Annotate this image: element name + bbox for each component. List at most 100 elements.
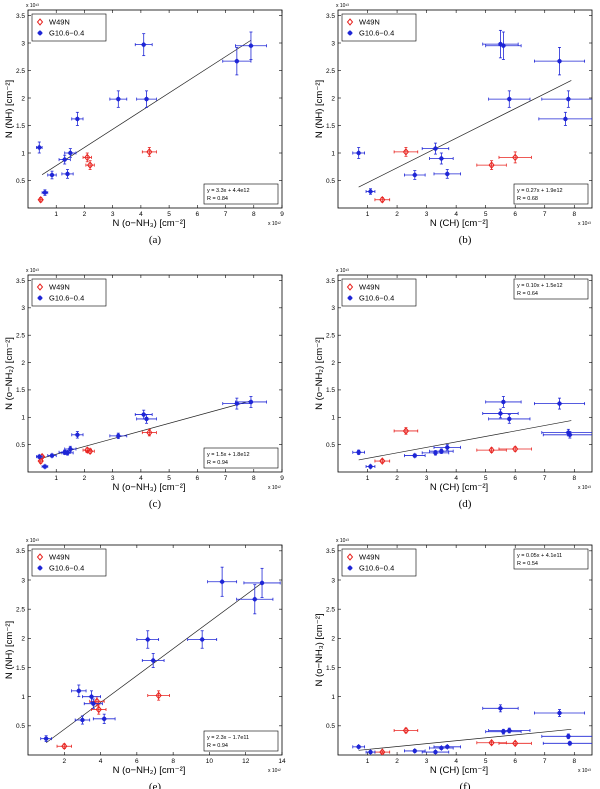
- data-point: [556, 400, 563, 407]
- data-point: [565, 96, 572, 102]
- y-tick-label: 2.5: [326, 606, 335, 613]
- x-tick-label: 4: [139, 475, 143, 482]
- y-tick-label: 3.5: [326, 13, 335, 20]
- series-g106: [36, 31, 267, 196]
- y-tick-label: 2.5: [326, 68, 335, 75]
- legend-label-w49n: W49N: [359, 553, 380, 562]
- fit-annotation-box: [513, 183, 589, 205]
- data-point: [367, 188, 374, 195]
- y-tick-label: 3.5: [16, 278, 25, 285]
- x-tick-label: 4: [139, 211, 143, 218]
- panel-c: 1 2 3 4 5 6 7 8 9 0.5 1 1.5 2 2.5 3 3.5x 10¹³ x 10¹² N (o…: [4, 268, 284, 510]
- data-point: [432, 145, 439, 152]
- x-exponent: x 10¹³: [578, 485, 591, 491]
- legend-marker-w49n: [346, 283, 354, 291]
- data-point: [143, 416, 150, 422]
- x-tick-label: 12: [242, 758, 250, 765]
- data-point: [506, 727, 513, 734]
- legend-label-g106: G10.6−0.4: [49, 29, 84, 38]
- x-tick-label: 4: [99, 758, 103, 765]
- x-tick-label: 2: [395, 211, 399, 218]
- y-tick-label: 2.5: [326, 332, 335, 339]
- x-tick-label: 1: [54, 475, 58, 482]
- data-point: [488, 161, 495, 169]
- y-tick-label: 3: [21, 40, 25, 47]
- data-point: [402, 427, 410, 435]
- data-point: [95, 705, 102, 714]
- x-tick-label: 1: [366, 758, 370, 765]
- fit-line: [358, 420, 572, 461]
- legend-label-g106: G10.6−0.4: [359, 294, 394, 303]
- legend-label-g106: G10.6−0.4: [49, 294, 84, 303]
- legend: W49N G10.6−0.4: [341, 278, 417, 307]
- x-tick-label: 6: [196, 475, 200, 482]
- data-point: [101, 716, 107, 722]
- x-tick-label: 8: [572, 211, 576, 218]
- x-tick-label: 8: [572, 758, 576, 765]
- data-point: [251, 596, 258, 603]
- y-tick-label: 1.5: [326, 387, 335, 394]
- legend-marker-g106: [347, 295, 353, 301]
- x-tick-label: 3: [111, 211, 115, 218]
- fit-annotation: y = 0.05x + 4.1e11 R = 0.54: [513, 548, 589, 570]
- data-point: [248, 399, 254, 405]
- data-point: [86, 447, 94, 455]
- data-point: [488, 446, 495, 454]
- data-point: [36, 144, 43, 151]
- legend-marker-w49n: [36, 553, 44, 561]
- series-w49n: [374, 427, 532, 465]
- x-tick-label: 9: [280, 211, 284, 218]
- y-exponent: x 10¹³: [336, 268, 349, 274]
- y-tick-label: 3: [21, 305, 25, 312]
- x-tick-label: 2: [62, 758, 66, 765]
- y-tick-label: 0.5: [326, 178, 335, 185]
- x-axis-label: N (CH) [cm⁻²]: [430, 218, 488, 229]
- data-point: [500, 399, 507, 405]
- data-point: [438, 448, 445, 455]
- data-layer: [352, 29, 592, 204]
- data-point: [115, 433, 122, 439]
- y-axis-label: N (NH) [cm⁻²]: [4, 80, 15, 138]
- panel-caption: (f): [460, 781, 471, 789]
- data-point: [488, 738, 495, 747]
- data-point: [432, 749, 439, 755]
- panel-a: 1 2 3 4 5 6 7 8 9 0.5 1 1.5 2 2.5 3 3.5x 10¹³ x 10¹² N (o…: [4, 3, 284, 246]
- series-w49n: [37, 147, 157, 204]
- x-tick-label: 4: [454, 475, 458, 482]
- fit-annotation: y = 2.3x − 1.7e11 R = 0.94: [203, 730, 279, 752]
- fit-annotation: y = 1.5x + 1.8e12 R = 0.94: [203, 447, 279, 469]
- y-exponent: x 10¹³: [336, 3, 349, 9]
- data-point: [144, 636, 151, 643]
- legend-box: [31, 548, 107, 577]
- fit-annotation-box: [203, 730, 279, 752]
- y-tick-label: 3.5: [16, 548, 25, 555]
- fit-equation: y = 2.3x − 1.7e11: [207, 735, 249, 741]
- fit-equation: y = 3.3x + 4.4e12: [207, 188, 250, 194]
- legend-marker-w49n: [346, 553, 354, 561]
- data-point: [146, 148, 153, 156]
- legend-label-w49n: W49N: [49, 283, 70, 292]
- x-tick-label: 8: [252, 211, 256, 218]
- series-g106: [36, 396, 267, 470]
- legend-label-w49n: W49N: [359, 18, 380, 27]
- data-point: [444, 444, 451, 451]
- data-point: [84, 153, 91, 162]
- data-point: [199, 636, 205, 643]
- legend-marker-g106: [347, 565, 353, 571]
- x-tick-label: 3: [111, 475, 115, 482]
- legend-box: [31, 13, 107, 42]
- data-point: [146, 428, 153, 437]
- x-tick-label: 1: [54, 211, 58, 218]
- data-point: [234, 58, 240, 64]
- fit-equation: y = 0.05x + 4.1e11: [517, 553, 562, 559]
- legend-box: [341, 548, 417, 577]
- plot-area: [337, 274, 593, 473]
- y-tick-label: 0.5: [16, 178, 25, 185]
- legend-marker-g106: [37, 565, 43, 571]
- x-tick-label: 6: [135, 758, 139, 765]
- series-g106: [352, 29, 592, 195]
- y-tick-label: 2: [21, 360, 25, 367]
